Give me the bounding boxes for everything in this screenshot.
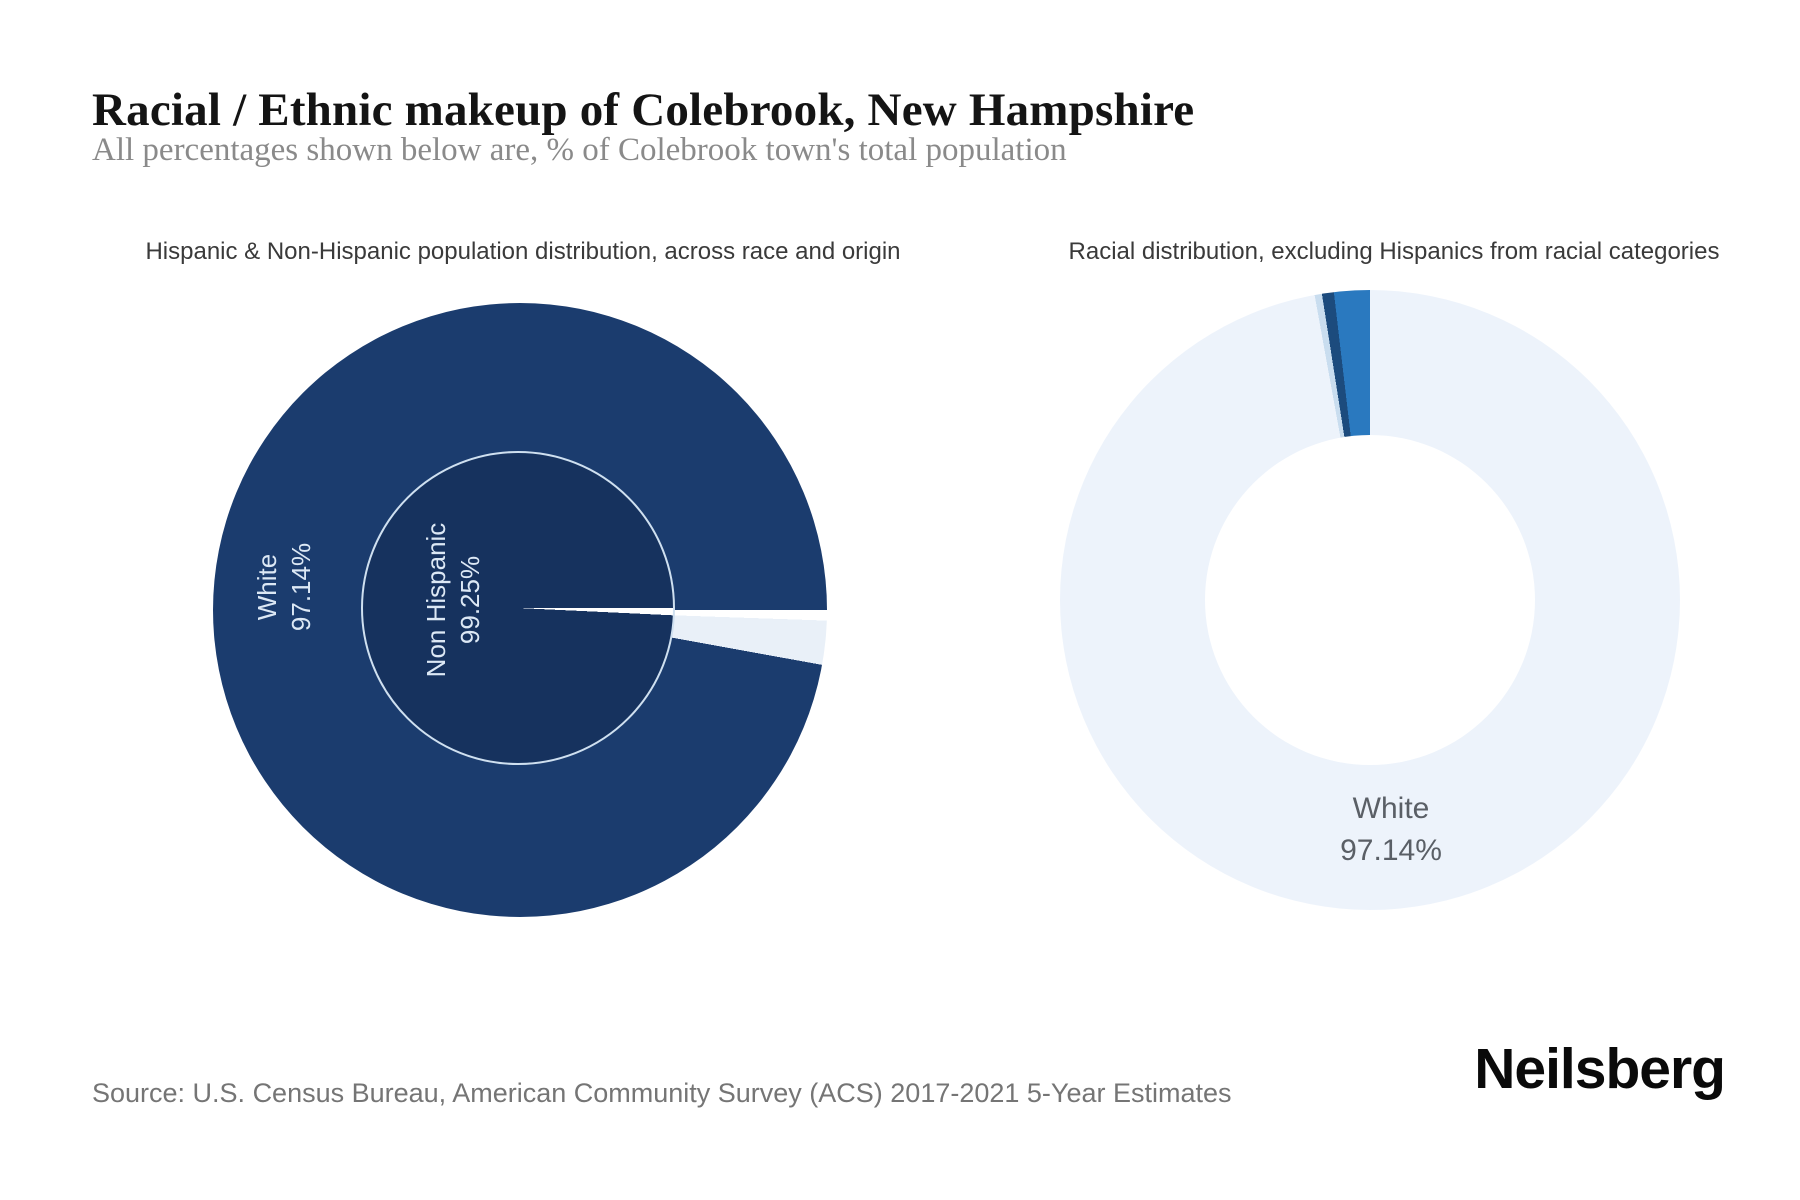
page-subtitle: All percentages shown below are, % of Co…: [92, 132, 1067, 168]
nested-pie-chart: White 97.14% Non Hispanic 99.25%: [213, 303, 827, 917]
white-slice-label-name: White: [252, 553, 282, 621]
page-title: Racial / Ethnic makeup of Colebrook, New…: [92, 84, 1195, 137]
non-hispanic-label-name: Non Hispanic: [421, 522, 451, 678]
nested-pie-inner-circle: [361, 451, 675, 765]
non-hispanic-label-value: 99.25%: [455, 555, 485, 645]
donut-hole: [1205, 435, 1535, 765]
donut-chart: White 97.14%: [1060, 290, 1680, 910]
white-donut-label-name: White: [1352, 792, 1430, 825]
left-chart-title: Hispanic & Non-Hispanic population distr…: [145, 238, 901, 265]
white-donut-label: White 97.14%: [1340, 788, 1442, 872]
neilsberg-logo: Neilsberg: [1474, 1037, 1726, 1101]
source-attribution: Source: U.S. Census Bureau, American Com…: [92, 1078, 1232, 1108]
white-slice-label-value: 97.14%: [286, 542, 316, 632]
white-slice-label: White 97.14%: [250, 543, 318, 631]
right-chart-title: Racial distribution, excluding Hispanics…: [1068, 238, 1720, 265]
white-donut-label-value: 97.14%: [1340, 834, 1442, 867]
non-hispanic-slice-label: Non Hispanic 99.25%: [419, 523, 487, 678]
